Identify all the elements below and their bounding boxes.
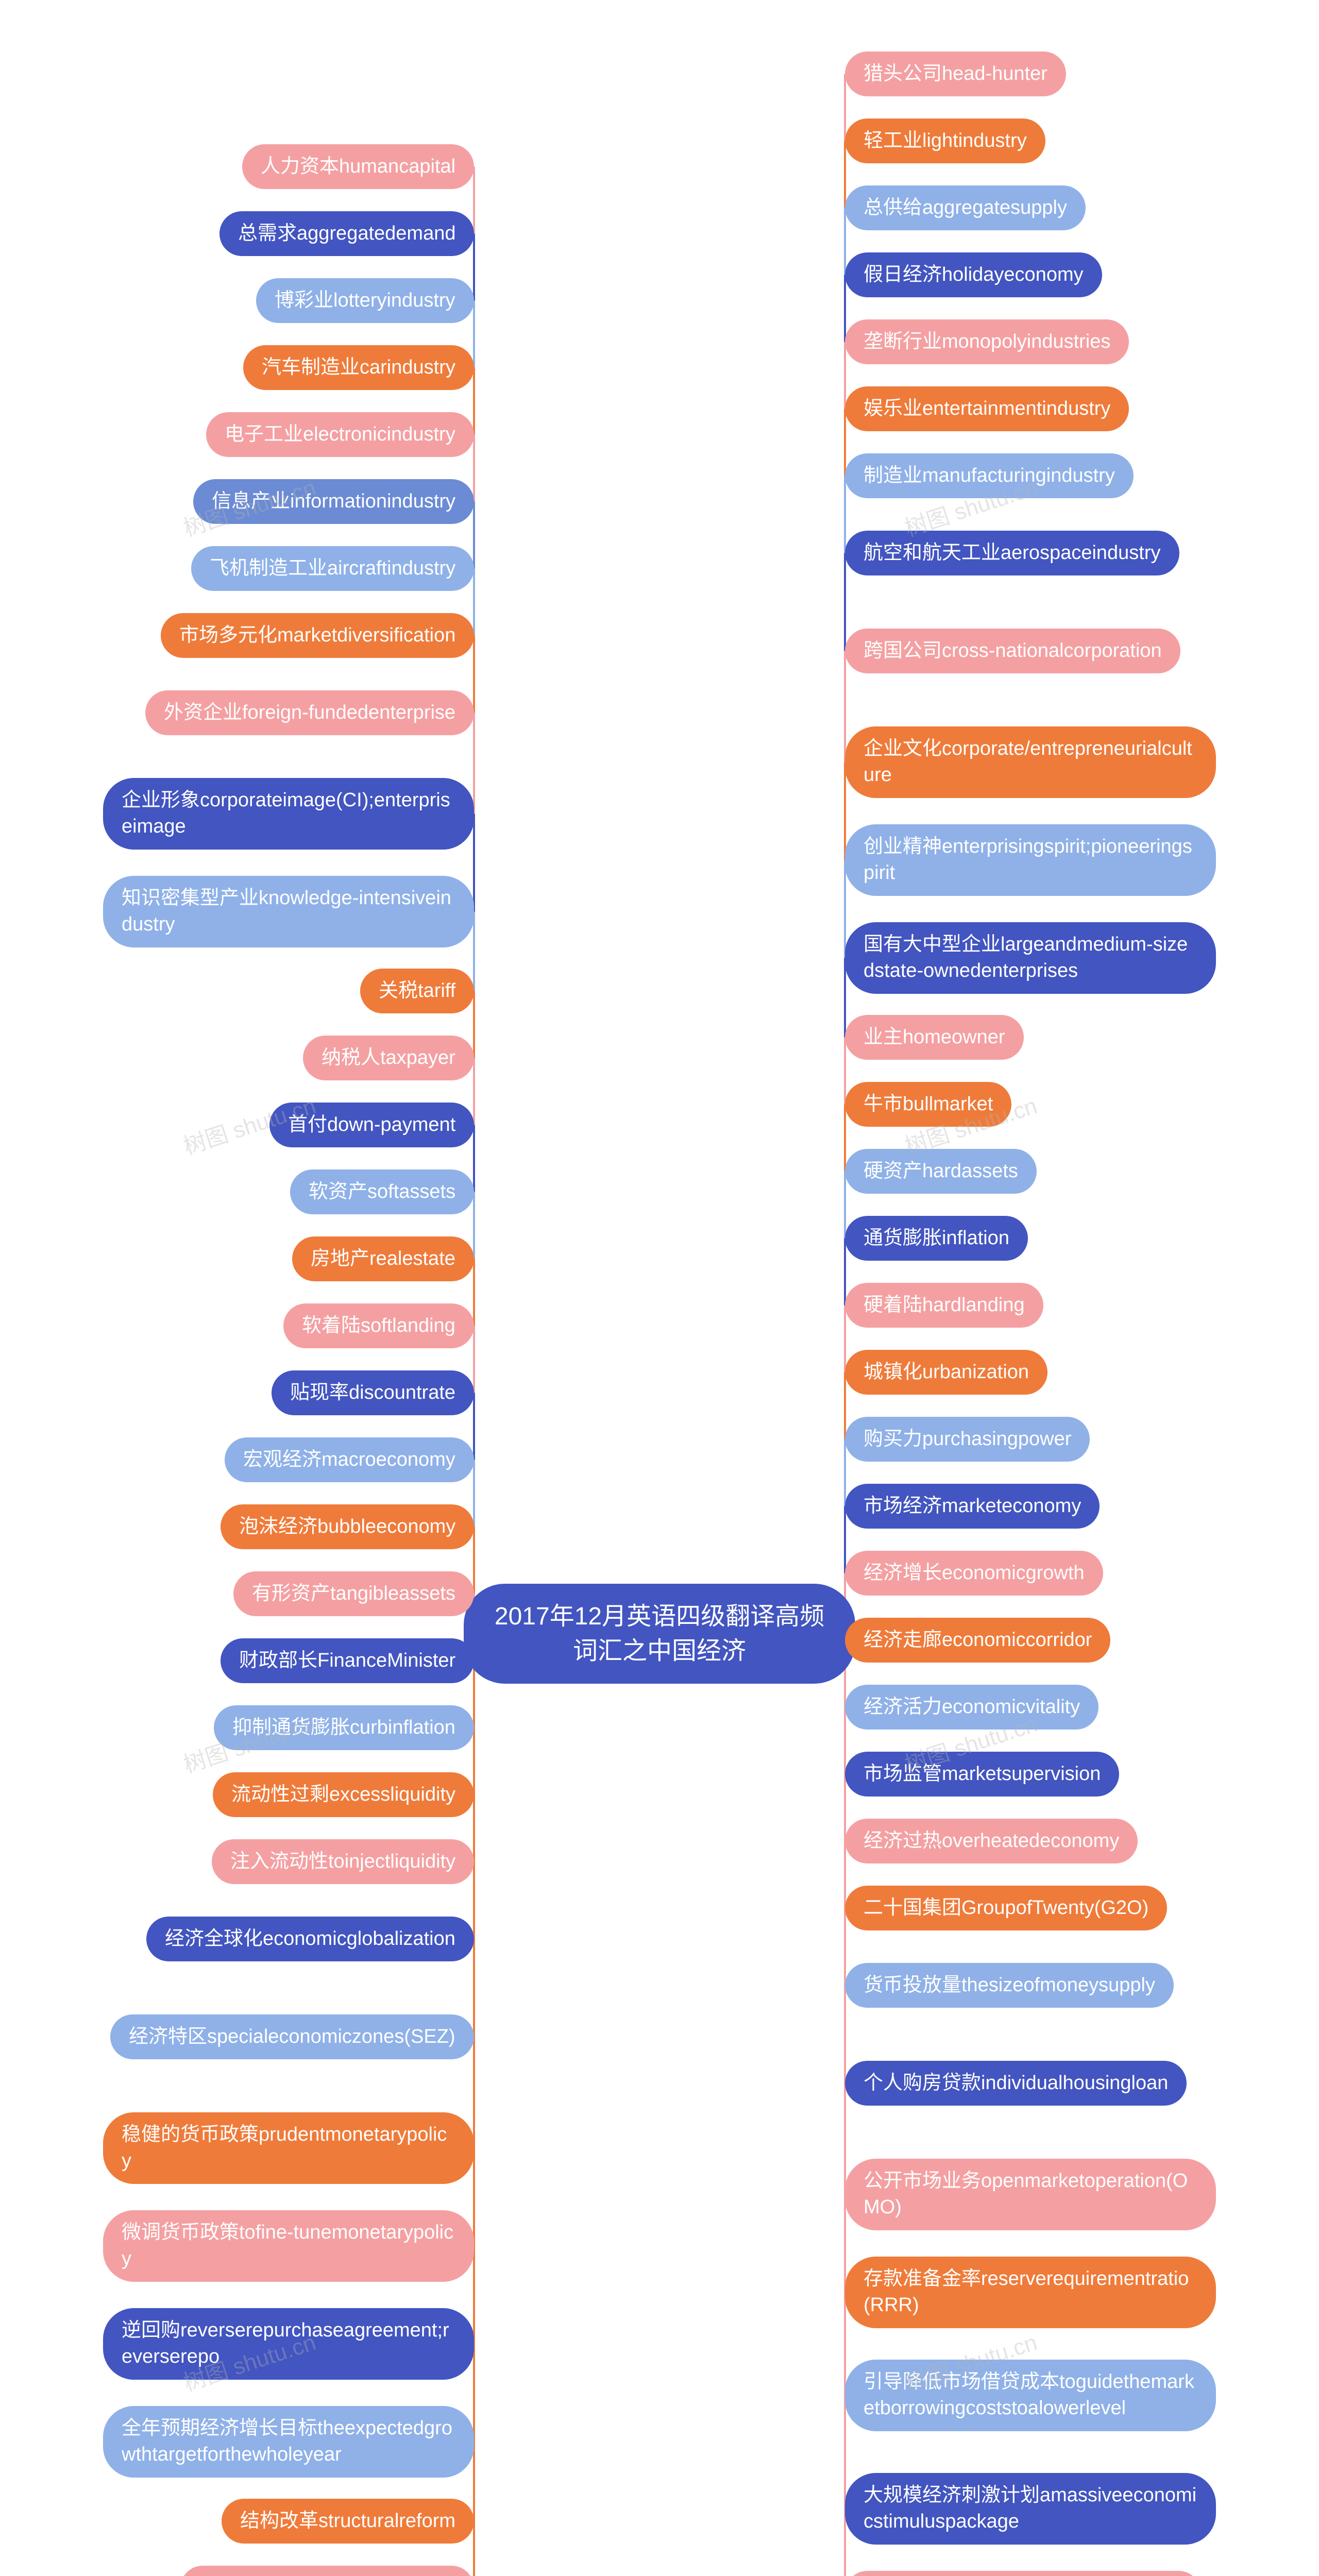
branch-node: 宏观经济macroeconomy — [225, 1437, 474, 1482]
branch-node: 知识密集型产业knowledge-intensiveindustry — [103, 876, 474, 947]
branch-node: 经济走廊economiccorridor — [845, 1618, 1110, 1663]
branch-node: 关税tariff — [360, 969, 474, 1013]
branch-node: 市场经济marketeconomy — [845, 1484, 1100, 1529]
branch-node: 逆回购reverserepurchaseagreement;reverserep… — [103, 2308, 474, 2380]
branch-node: 信息产业informationindustry — [193, 479, 474, 524]
branch-node: 财政部长FinanceMinister — [221, 1638, 474, 1683]
branch-node: 创业精神enterprisingspirit;pioneeringspirit — [845, 824, 1216, 896]
branch-node: 全年预期经济增长目标theexpectedgrowthtargetforthew… — [103, 2406, 474, 2478]
branch-node: 硬着陆hardlanding — [845, 1283, 1043, 1328]
branch-node: 流动性过剩excessliquidity — [213, 1772, 474, 1817]
branch-node: 总需求aggregatedemand — [219, 211, 474, 256]
branch-node: 房地产realestate — [292, 1236, 474, 1281]
branch-node: 业主homeowner — [845, 1015, 1024, 1060]
branch-node: 航空和航天工业aerospaceindustry — [845, 531, 1179, 575]
branch-node: 硬资产hardassets — [845, 1149, 1037, 1194]
branch-node: 经济过热overheatedeconomy — [845, 1819, 1138, 1863]
branch-node: 软资产softassets — [290, 1170, 474, 1214]
branch-node: 结构改革structuralreform — [222, 2499, 474, 2544]
branch-node: 经济活力economicvitality — [845, 1685, 1098, 1730]
branch-node: 个人购房贷款individualhousingloan — [845, 2061, 1187, 2106]
branch-node: 经济特区specialeconomiczones(SEZ) — [110, 2014, 474, 2059]
branch-node: 电子工业electronicindustry — [206, 412, 474, 457]
branch-node: 娱乐业entertainmentindustry — [845, 386, 1129, 431]
branch-node: 市场监管marketsupervision — [845, 1752, 1119, 1797]
branch-node: 企业形象corporateimage(CI);enterpriseimage — [103, 778, 474, 850]
branch-node: 经济全球化economicglobalization — [146, 1917, 474, 1961]
branch-node: 公开市场业务openmarketoperation(OMO) — [845, 2159, 1216, 2230]
branch-node: 市场多元化marketdiversification — [161, 613, 474, 658]
branch-node: 飞机制造工业aircraftindustry — [191, 546, 474, 591]
branch-node: 引导降低市场借贷成本toguidethemarketborrowingcosts… — [845, 2360, 1216, 2431]
branch-node: 泡沫经济bubbleeconomy — [221, 1504, 474, 1549]
branch-node: 抑制通货膨胀curbinflation — [214, 1705, 474, 1750]
branch-node: 博彩业lotteryindustry — [256, 278, 474, 323]
branch-node: 注入流动性toinjectliquidity — [212, 1839, 474, 1884]
branch-node: 货币投放量thesizeofmoneysupply — [845, 1963, 1174, 2008]
branch-node: 整顿市场秩序torectifythemarketorder — [845, 2571, 1201, 2576]
branch-node: 购买力purchasingpower — [845, 1417, 1090, 1462]
branch-node: 纳税人taxpayer — [303, 1036, 474, 1080]
branch-node: 国有大中型企业largeandmedium-sizedstate-owneden… — [845, 922, 1216, 994]
branch-node: 制造业manufacturingindustry — [845, 453, 1134, 498]
mindmap-nodes: 2017年12月英语四级翻译高频词汇之中国经济 人力资本humancapital 总… — [0, 0, 1319, 2576]
branch-node: 牛市bullmarket — [845, 1082, 1011, 1127]
branch-node: 经济增长economicgrowth — [845, 1551, 1103, 1596]
branch-node: 存款准备金率reserverequirementratio(RRR) — [845, 2257, 1216, 2328]
branch-node: 首付down-payment — [269, 1103, 474, 1147]
branch-node: 大规模经济刺激计划amassiveeconomicstimuluspackage — [845, 2473, 1216, 2545]
branch-node: 猎头公司head-hunter — [845, 52, 1066, 96]
branch-node: 二十国集团GroupofTwenty(G2O) — [845, 1886, 1167, 1930]
branch-node: 城镇化urbanization — [845, 1350, 1047, 1395]
branch-node: 微调货币政策tofine-tunemonetarypolicy — [103, 2210, 474, 2282]
branch-node: 垄断行业monopolyindustries — [845, 319, 1129, 364]
branch-node: 反垄断antitrust;anti-monopoly — [180, 2566, 474, 2576]
branch-node: 轻工业lightindustry — [845, 118, 1045, 163]
branch-node: 假日经济holidayeconomy — [845, 252, 1102, 297]
center-node: 2017年12月英语四级翻译高频词汇之中国经济 — [464, 1584, 855, 1684]
branch-node: 有形资产tangibleassets — [233, 1571, 474, 1616]
branch-node: 稳健的货币政策prudentmonetarypolicy — [103, 2112, 474, 2184]
branch-node: 人力资本humancapital — [242, 144, 474, 189]
branch-node: 外资企业foreign-fundedenterprise — [145, 690, 474, 735]
branch-node: 汽车制造业carindustry — [243, 345, 474, 390]
branch-node: 总供给aggregatesupply — [845, 185, 1086, 230]
branch-node: 跨国公司cross-nationalcorporation — [845, 629, 1180, 673]
branch-node: 通货膨胀inflation — [845, 1216, 1028, 1261]
branch-node: 贴现率discountrate — [272, 1370, 474, 1415]
branch-node: 企业文化corporate/entrepreneurialculture — [845, 726, 1216, 798]
branch-node: 软着陆softlanding — [283, 1303, 474, 1348]
